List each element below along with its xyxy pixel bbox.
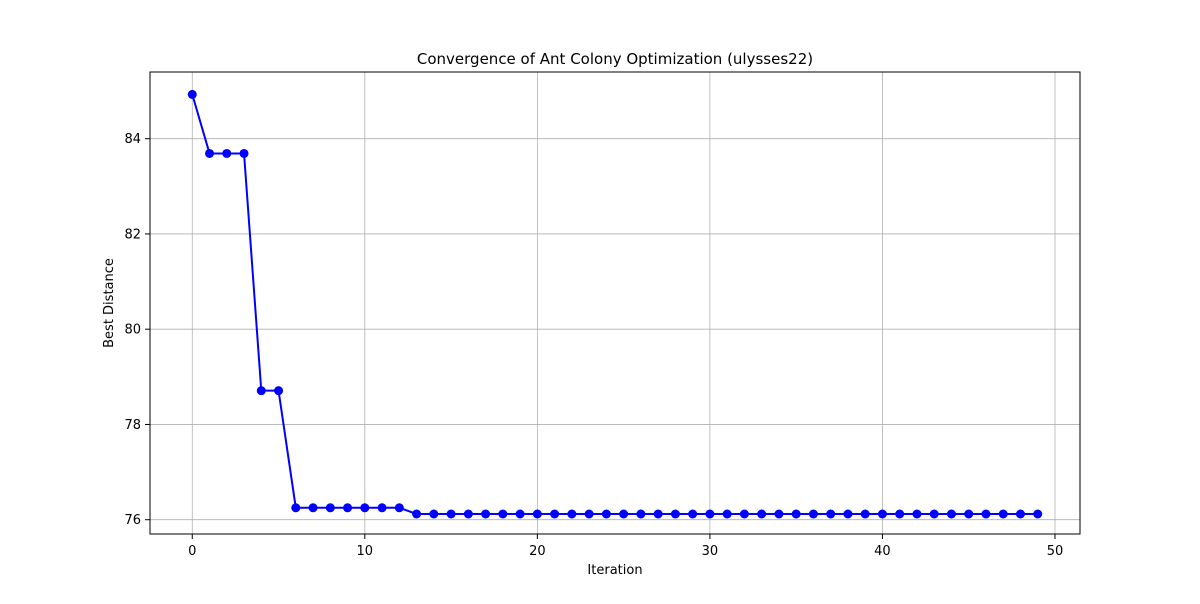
data-point (274, 386, 284, 396)
data-point (481, 509, 491, 519)
data-point (929, 509, 939, 519)
chart-title: Convergence of Ant Colony Optimization (… (417, 50, 813, 68)
data-point (826, 509, 836, 519)
data-point (308, 503, 318, 513)
plot-area (150, 72, 1080, 534)
x-tick-label: 40 (874, 544, 891, 559)
data-point (877, 509, 887, 519)
plot-frame (149, 71, 1081, 535)
x-tick-label: 0 (188, 544, 196, 559)
data-point (498, 509, 508, 519)
y-tick-label: 82 (124, 227, 141, 242)
data-point (515, 509, 525, 519)
data-point (688, 509, 698, 519)
data-point (550, 509, 560, 519)
data-point (670, 509, 680, 519)
axes: 0 10 20 30 40 50 76 78 80 82 84 (124, 132, 1063, 559)
data-point (653, 509, 663, 519)
data-point (360, 503, 370, 513)
data-point (584, 509, 594, 519)
y-tick-label: 84 (124, 132, 141, 147)
data-point (946, 509, 956, 519)
data-point (601, 509, 611, 519)
data-point (239, 148, 249, 158)
data-point (895, 509, 905, 519)
data-point (205, 148, 215, 158)
data-point (377, 503, 387, 513)
x-tick-label: 30 (702, 544, 719, 559)
data-point (463, 509, 473, 519)
data-point (791, 509, 801, 519)
data-point (256, 386, 266, 396)
data-point (394, 503, 404, 513)
data-point (343, 503, 353, 513)
data-point (412, 509, 422, 519)
grid (150, 72, 1080, 534)
series-layer (187, 89, 1043, 519)
data-point (325, 503, 335, 513)
data-point (739, 509, 749, 519)
x-tick-label: 20 (529, 544, 546, 559)
data-point (619, 509, 629, 519)
data-point (808, 509, 818, 519)
x-axis-label: Iteration (587, 563, 642, 578)
y-tick-label: 80 (124, 323, 141, 338)
data-point (567, 509, 577, 519)
data-point (429, 509, 439, 519)
data-point (1033, 509, 1043, 519)
data-point (964, 509, 974, 519)
data-point (532, 509, 542, 519)
data-point (291, 503, 301, 513)
data-point (705, 509, 715, 519)
data-point (774, 509, 784, 519)
data-point (981, 509, 991, 519)
y-tick-label: 78 (124, 418, 141, 433)
data-point (222, 148, 232, 158)
y-tick-label: 76 (124, 513, 141, 528)
y-axis-label: Best Distance (102, 258, 117, 348)
data-point (843, 509, 853, 519)
data-point (757, 509, 767, 519)
data-point (998, 509, 1008, 519)
data-point (1015, 509, 1025, 519)
data-point (912, 509, 922, 519)
data-point (636, 509, 646, 519)
data-point (446, 509, 456, 519)
data-point (187, 89, 197, 99)
x-tick-label: 50 (1047, 544, 1064, 559)
data-point (860, 509, 870, 519)
x-tick-label: 10 (357, 544, 374, 559)
data-point (722, 509, 732, 519)
